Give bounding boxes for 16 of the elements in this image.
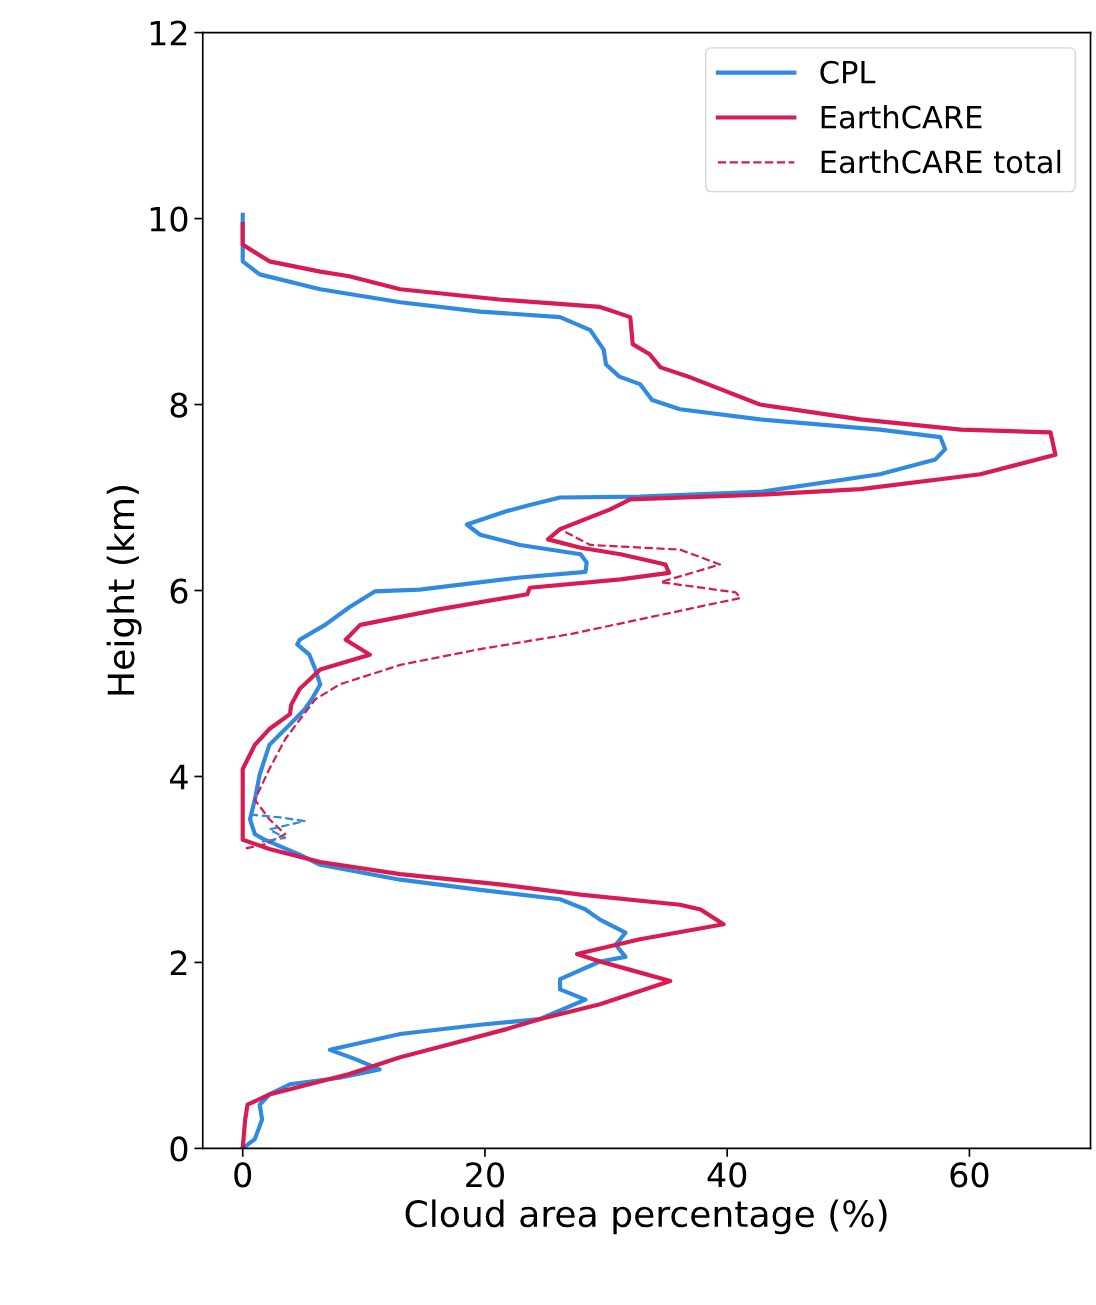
- x-axis-title: Cloud area percentage (%): [405, 1199, 887, 1235]
- y-tick-label: 2: [170, 950, 187, 976]
- y-tick-label: 12: [150, 20, 187, 46]
- legend-label: CPL: [820, 60, 876, 84]
- x-tick-label: 40: [707, 1162, 747, 1188]
- y-tick-label: 0: [170, 1136, 188, 1162]
- y-tick-label: 10: [150, 206, 188, 232]
- y-tick-label: 8: [170, 392, 188, 418]
- legend-label: EarthCARE: [821, 104, 982, 129]
- x-tick-label: 20: [466, 1162, 504, 1188]
- x-tick-label: 60: [950, 1162, 989, 1188]
- y-tick-label: 6: [170, 578, 188, 604]
- y-tick-label: 4: [169, 764, 188, 790]
- x-tick-label: 0: [234, 1162, 252, 1188]
- legend-label: EarthCARE total: [821, 149, 1061, 174]
- y-axis-title: Height (km): [106, 486, 142, 695]
